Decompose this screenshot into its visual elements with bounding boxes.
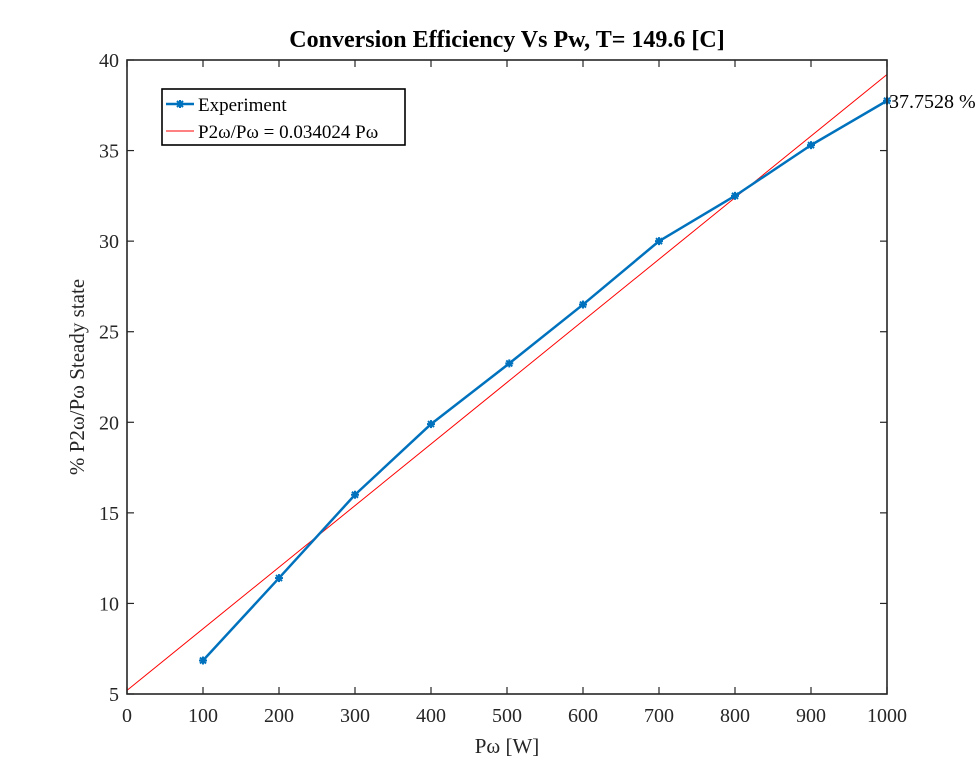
y-tick-label: 10 xyxy=(99,593,119,615)
y-tick-label: 20 xyxy=(99,412,119,434)
x-tick-label: 500 xyxy=(492,705,522,727)
tick-layer: 0 100 200 300 400 500 600 700 800 900 1000 5 10 15 20 2… xyxy=(99,50,907,727)
data-point-experiment xyxy=(731,191,739,200)
y-tick-label: 35 xyxy=(99,141,119,163)
data-point-experiment xyxy=(655,237,663,246)
legend: Experiment P2ω/Pω = 0.034024 Pω xyxy=(161,88,406,146)
legend-marker-experiment xyxy=(176,100,184,108)
chart-title: Conversion Efficiency Vs Pw, T= 149.6 [C… xyxy=(289,27,724,53)
y-tick-label: 5 xyxy=(109,684,119,706)
series-line-fit xyxy=(127,74,887,691)
series-line-experiment xyxy=(202,99,888,662)
x-tick-label: 700 xyxy=(644,705,674,727)
x-tick-label: 100 xyxy=(188,705,218,727)
y-tick-label: 15 xyxy=(99,503,119,525)
x-tick-label: 200 xyxy=(264,705,294,727)
x-tick-label: 900 xyxy=(796,705,826,727)
x-axis-label: Pω [W] xyxy=(475,734,540,758)
legend-box xyxy=(161,88,406,146)
legend-label-fit: P2ω/Pω = 0.034024 Pω xyxy=(198,122,378,143)
x-tick-label: 1000 xyxy=(867,705,907,727)
data-point-experiment xyxy=(505,359,514,368)
y-tick-label: 25 xyxy=(99,322,119,344)
data-point-experiment xyxy=(199,656,207,665)
axes-box xyxy=(126,59,888,695)
annotation-label: 37.7528 % xyxy=(889,91,976,113)
data-point-experiment xyxy=(275,574,283,583)
x-tick-label: 600 xyxy=(568,705,598,727)
legend-label-experiment: Experiment xyxy=(198,95,287,116)
x-tick-label: 400 xyxy=(416,705,446,727)
data-point-experiment xyxy=(579,300,587,309)
plot-area xyxy=(127,60,887,694)
y-tick-label: 30 xyxy=(99,231,119,253)
y-tick-label: 40 xyxy=(99,50,119,72)
data-point-experiment xyxy=(351,490,359,499)
x-tick-label: 300 xyxy=(340,705,370,727)
data-point-experiment xyxy=(427,420,435,429)
series-layer xyxy=(127,74,891,691)
y-axis-label: % P2ω/Pω Steady state xyxy=(65,279,89,475)
x-tick-label: 0 xyxy=(122,705,132,727)
data-point-experiment xyxy=(807,141,815,150)
x-tick-label: 800 xyxy=(720,705,750,727)
